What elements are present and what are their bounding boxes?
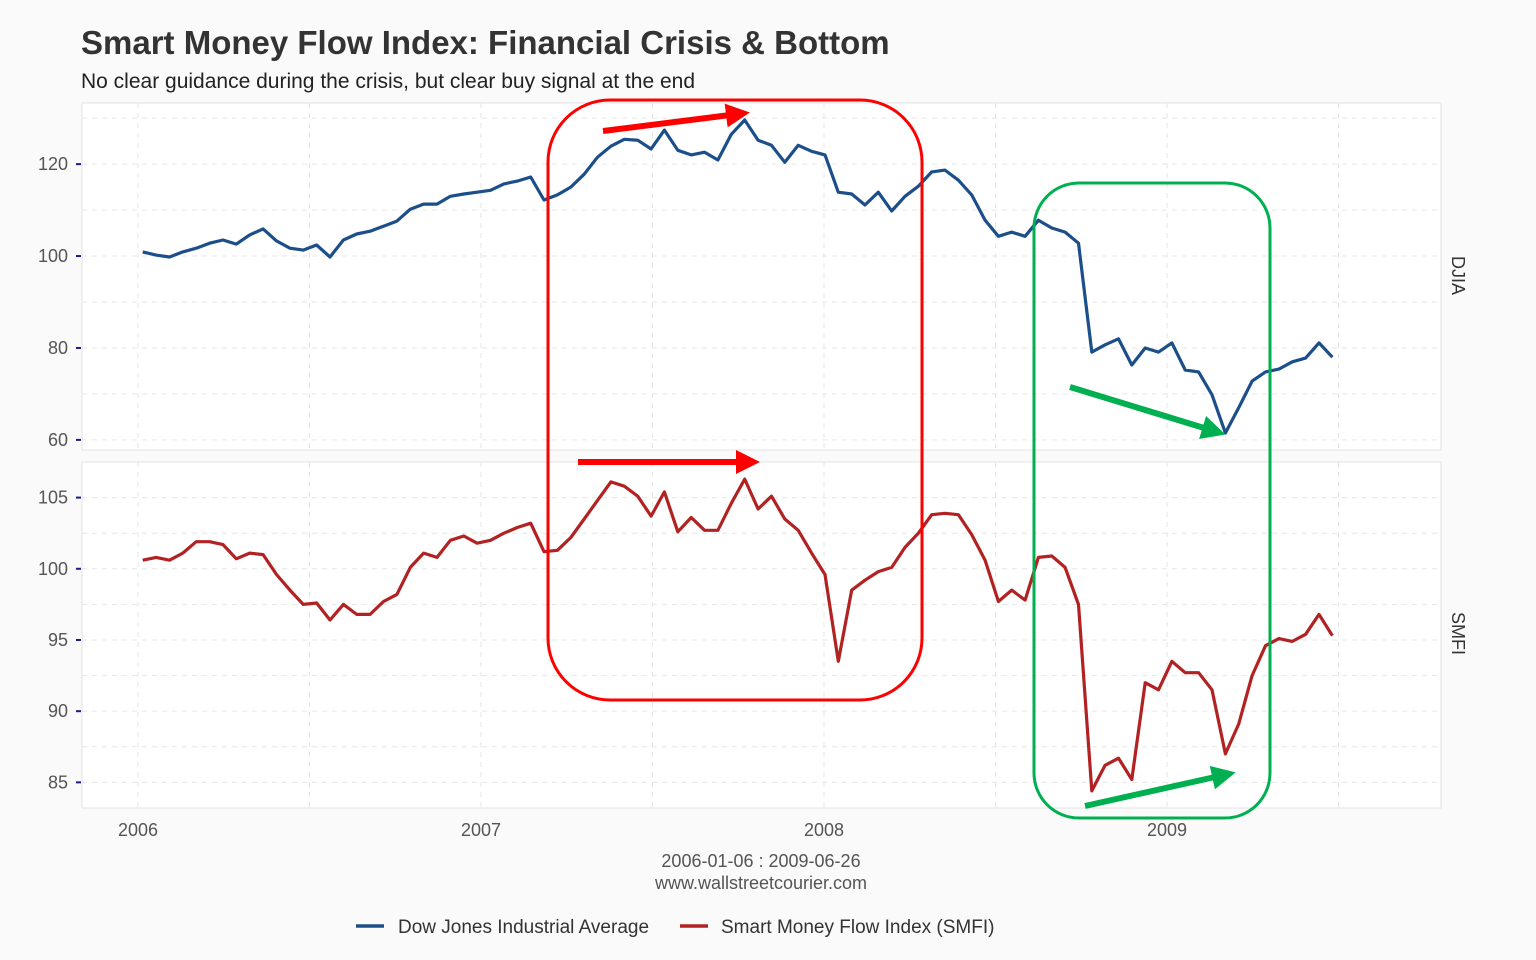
y-tick-label: 100 — [38, 246, 68, 266]
y-tick-label: 100 — [38, 559, 68, 579]
y-tick-label: 85 — [48, 772, 68, 792]
y-tick-label: 80 — [48, 338, 68, 358]
y-tick-label: 90 — [48, 701, 68, 721]
chart-subtitle: No clear guidance during the crisis, but… — [81, 70, 695, 93]
x-tick-label: 2007 — [461, 820, 501, 840]
x-tick-label: 2009 — [1147, 820, 1187, 840]
green-arrow-djia — [1069, 384, 1226, 439]
facet-label-djia: DJIA — [1448, 256, 1468, 295]
green-arrow-smfi — [1084, 765, 1236, 809]
gridlines — [82, 103, 1441, 808]
smfi-line — [142, 477, 1334, 793]
green-highlight-box — [1032, 181, 1272, 820]
legend: Dow Jones Industrial Average Smart Money… — [356, 917, 994, 938]
y-tick-label: 60 — [48, 430, 68, 450]
y-tick-label: 105 — [38, 488, 68, 508]
facet-label-smfi: SMFI — [1448, 612, 1468, 655]
axes: 60 80 100 120 85 90 95 100 105 2006 2007 2008 2009 — [38, 154, 1187, 840]
panel-smfi — [81, 461, 1442, 809]
legend-label-smfi: Smart Money Flow Index (SMFI) — [721, 917, 994, 938]
legend-label-djia: Dow Jones Industrial Average — [398, 917, 649, 938]
y-tick-label: 120 — [38, 154, 68, 174]
caption-date-range: 2006-01-06 : 2009-06-26 — [661, 851, 860, 871]
chart-title: Smart Money Flow Index: Financial Crisis… — [81, 24, 890, 61]
red-arrow-djia — [602, 103, 750, 134]
x-tick-label: 2006 — [118, 820, 158, 840]
x-tick-label: 2008 — [804, 820, 844, 840]
panel-djia — [81, 102, 1442, 451]
red-highlight-box — [546, 98, 924, 702]
caption-source: www.wallstreetcourier.com — [654, 873, 867, 893]
y-tick-label: 95 — [48, 630, 68, 650]
